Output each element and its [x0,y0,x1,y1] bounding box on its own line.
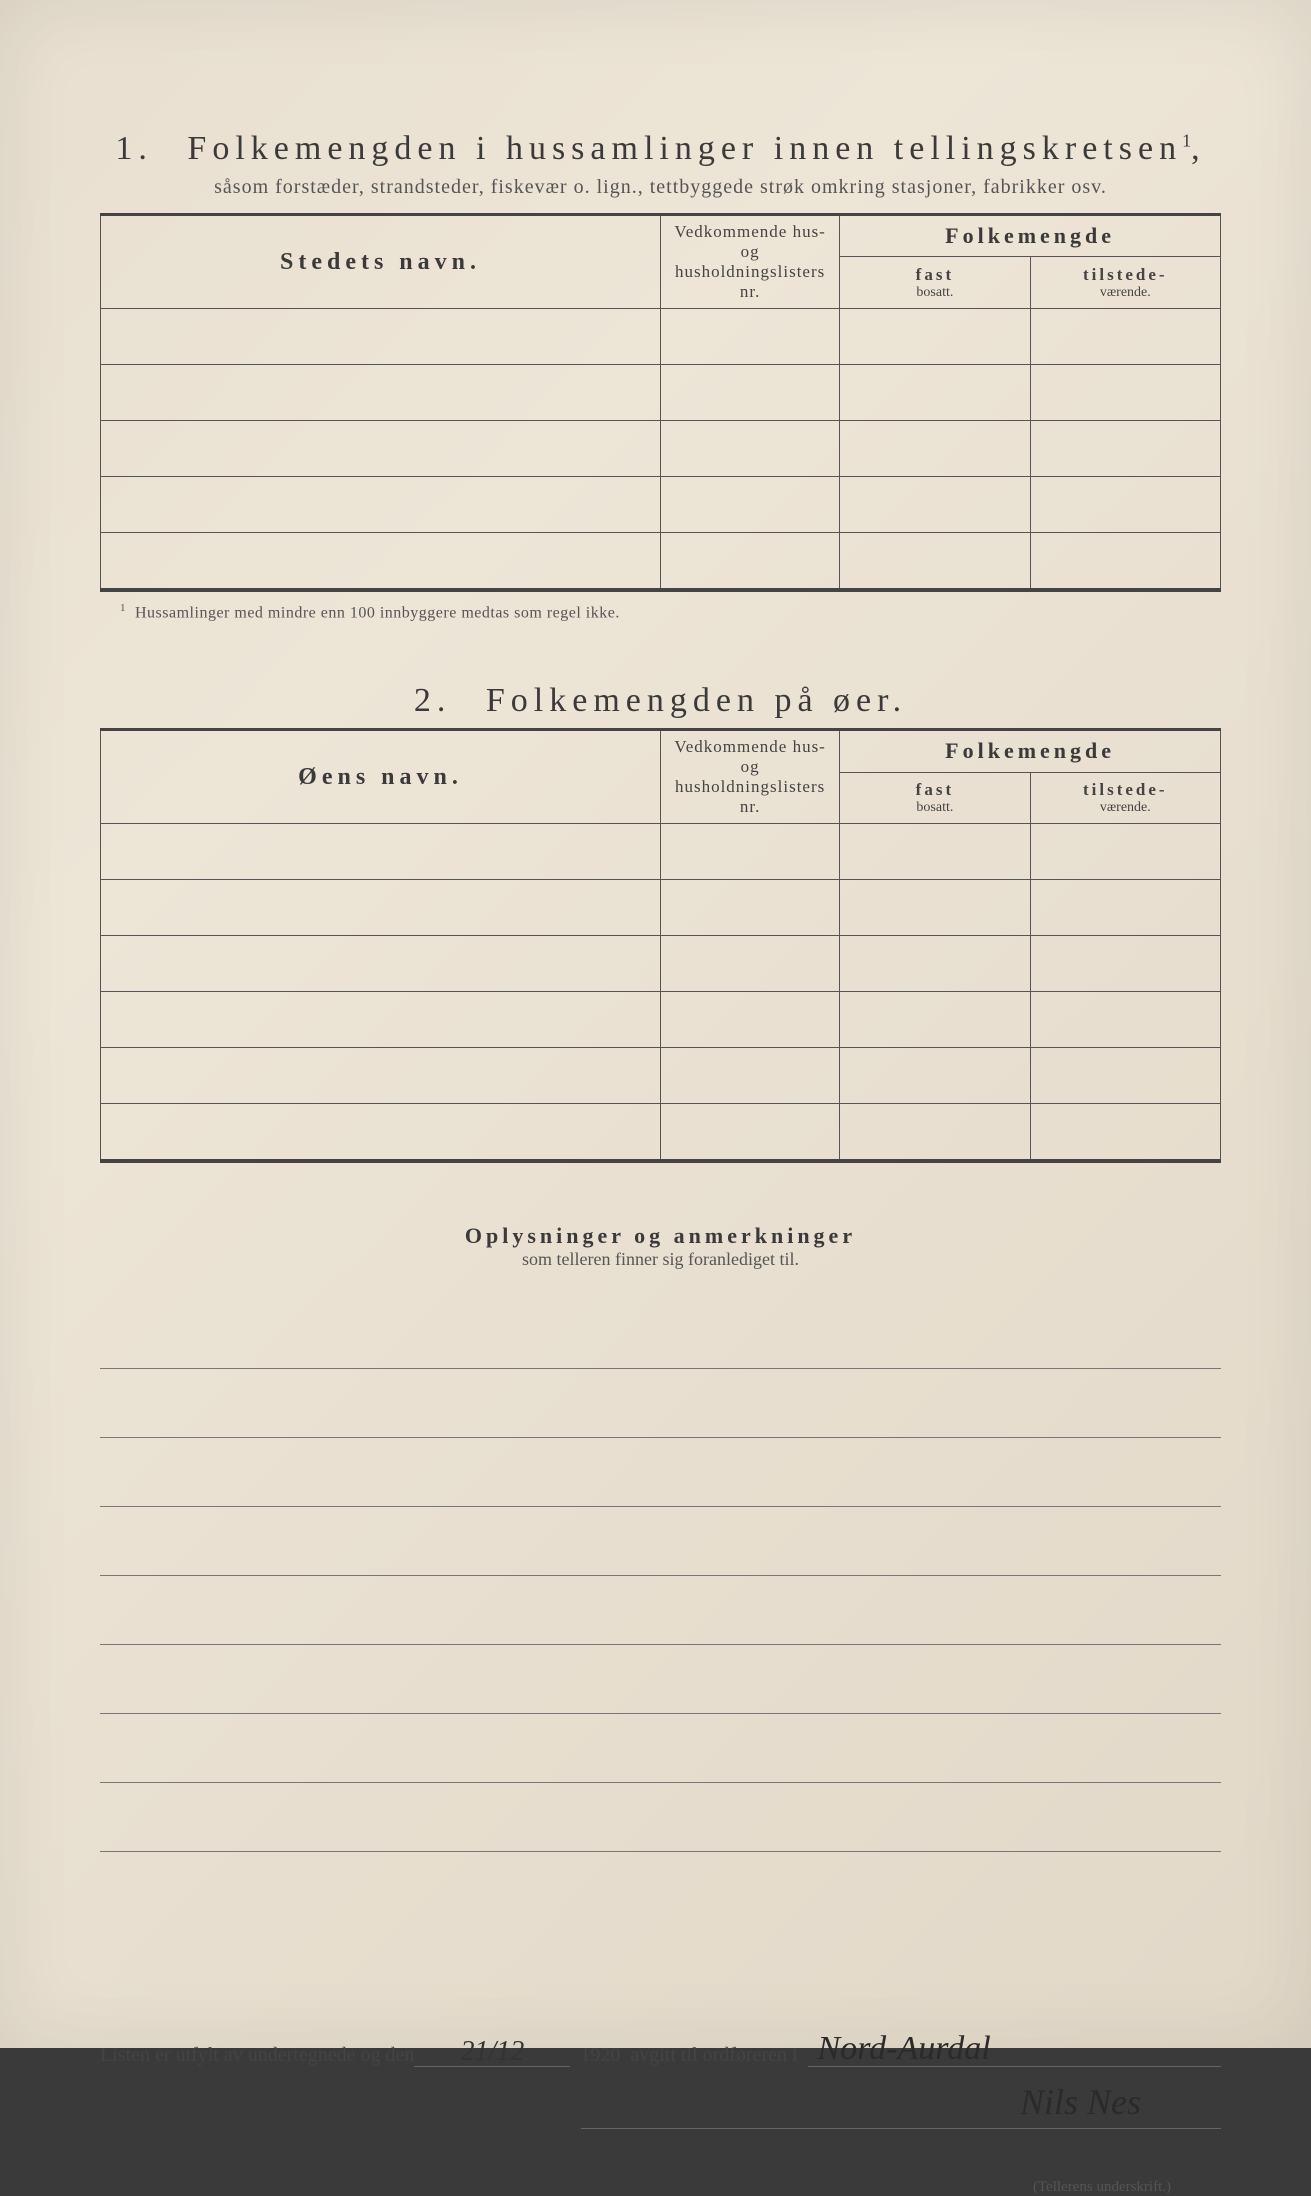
ruled-line [100,1783,1221,1852]
date-handwritten: 21/12 [414,2038,570,2067]
ruled-line [100,1438,1221,1507]
table-row [101,309,1221,365]
col-oens-navn: Øens navn. [101,730,661,824]
ruled-line [100,1576,1221,1645]
section1-table: Stedets navn. Vedkommende hus- og hushol… [100,213,1221,592]
table-row [101,936,1221,992]
table-row [101,1048,1221,1104]
signature-line: Listen er utfylt av undertegnede og den … [100,2032,1221,2067]
col-vedkommende2: Vedkommende hus- og husholdningslisters … [661,730,840,824]
col-tilstede: tilstede- værende. [1030,257,1220,309]
ruled-line [100,1300,1221,1369]
section2-number: 2. [414,682,452,719]
table-row [101,880,1221,936]
section1-title: 1. Folkemengden i hussamlinger innen tel… [100,130,1221,168]
signature-handwritten: Nils Nes [581,2077,1222,2128]
remarks-subtitle: som telleren finner sig foranlediget til… [100,1249,1221,1270]
remarks-title: Oplysninger og anmerkninger [100,1223,1221,1249]
col-stedets-navn: Stedets navn. [101,215,661,309]
col-tilstede2: tilstede- værende. [1030,772,1220,824]
section2-table: Øens navn. Vedkommende hus- og husholdni… [100,728,1221,1163]
table-row [101,477,1221,533]
section1-body [101,309,1221,591]
col-vedkommende: Vedkommende hus- og husholdningslisters … [661,215,840,309]
table-row [101,1104,1221,1162]
section1-footnote: 1 Hussamlinger med mindre enn 100 innbyg… [120,602,1221,622]
ruled-line [100,1369,1221,1438]
section2-title-text: Folkemengden på øer. [486,682,907,719]
place-handwritten: Nord-Aurdal [808,2032,1221,2067]
section2-body [101,824,1221,1162]
table-row [101,824,1221,880]
col-fast2: fast bosatt. [840,772,1030,824]
col-fast: fast bosatt. [840,257,1030,309]
col-folkemengde2: Folkemengde [840,730,1221,772]
remarks-lines [100,1300,1221,1852]
signature-caption: (Tellerens underskrift.) [100,2179,1221,2196]
table-row [101,421,1221,477]
census-form-page: 1. Folkemengden i hussamlinger innen tel… [0,0,1311,2048]
section1-number: 1. [115,130,153,167]
ruled-line [100,1645,1221,1714]
table-row [101,533,1221,591]
section2-title: 2. Folkemengden på øer. [100,682,1221,720]
table-row [101,992,1221,1048]
section1-subtitle: såsom forstæder, strandsteder, fiskevær … [100,176,1221,199]
section1-superscript: 1 [1182,131,1191,151]
section1-title-text: Folkemengden i hussamlinger innen tellin… [187,130,1182,167]
col-folkemengde: Folkemengde [840,215,1221,257]
table-row [101,365,1221,421]
ruled-line [100,1507,1221,1576]
ruled-line [100,1714,1221,1783]
